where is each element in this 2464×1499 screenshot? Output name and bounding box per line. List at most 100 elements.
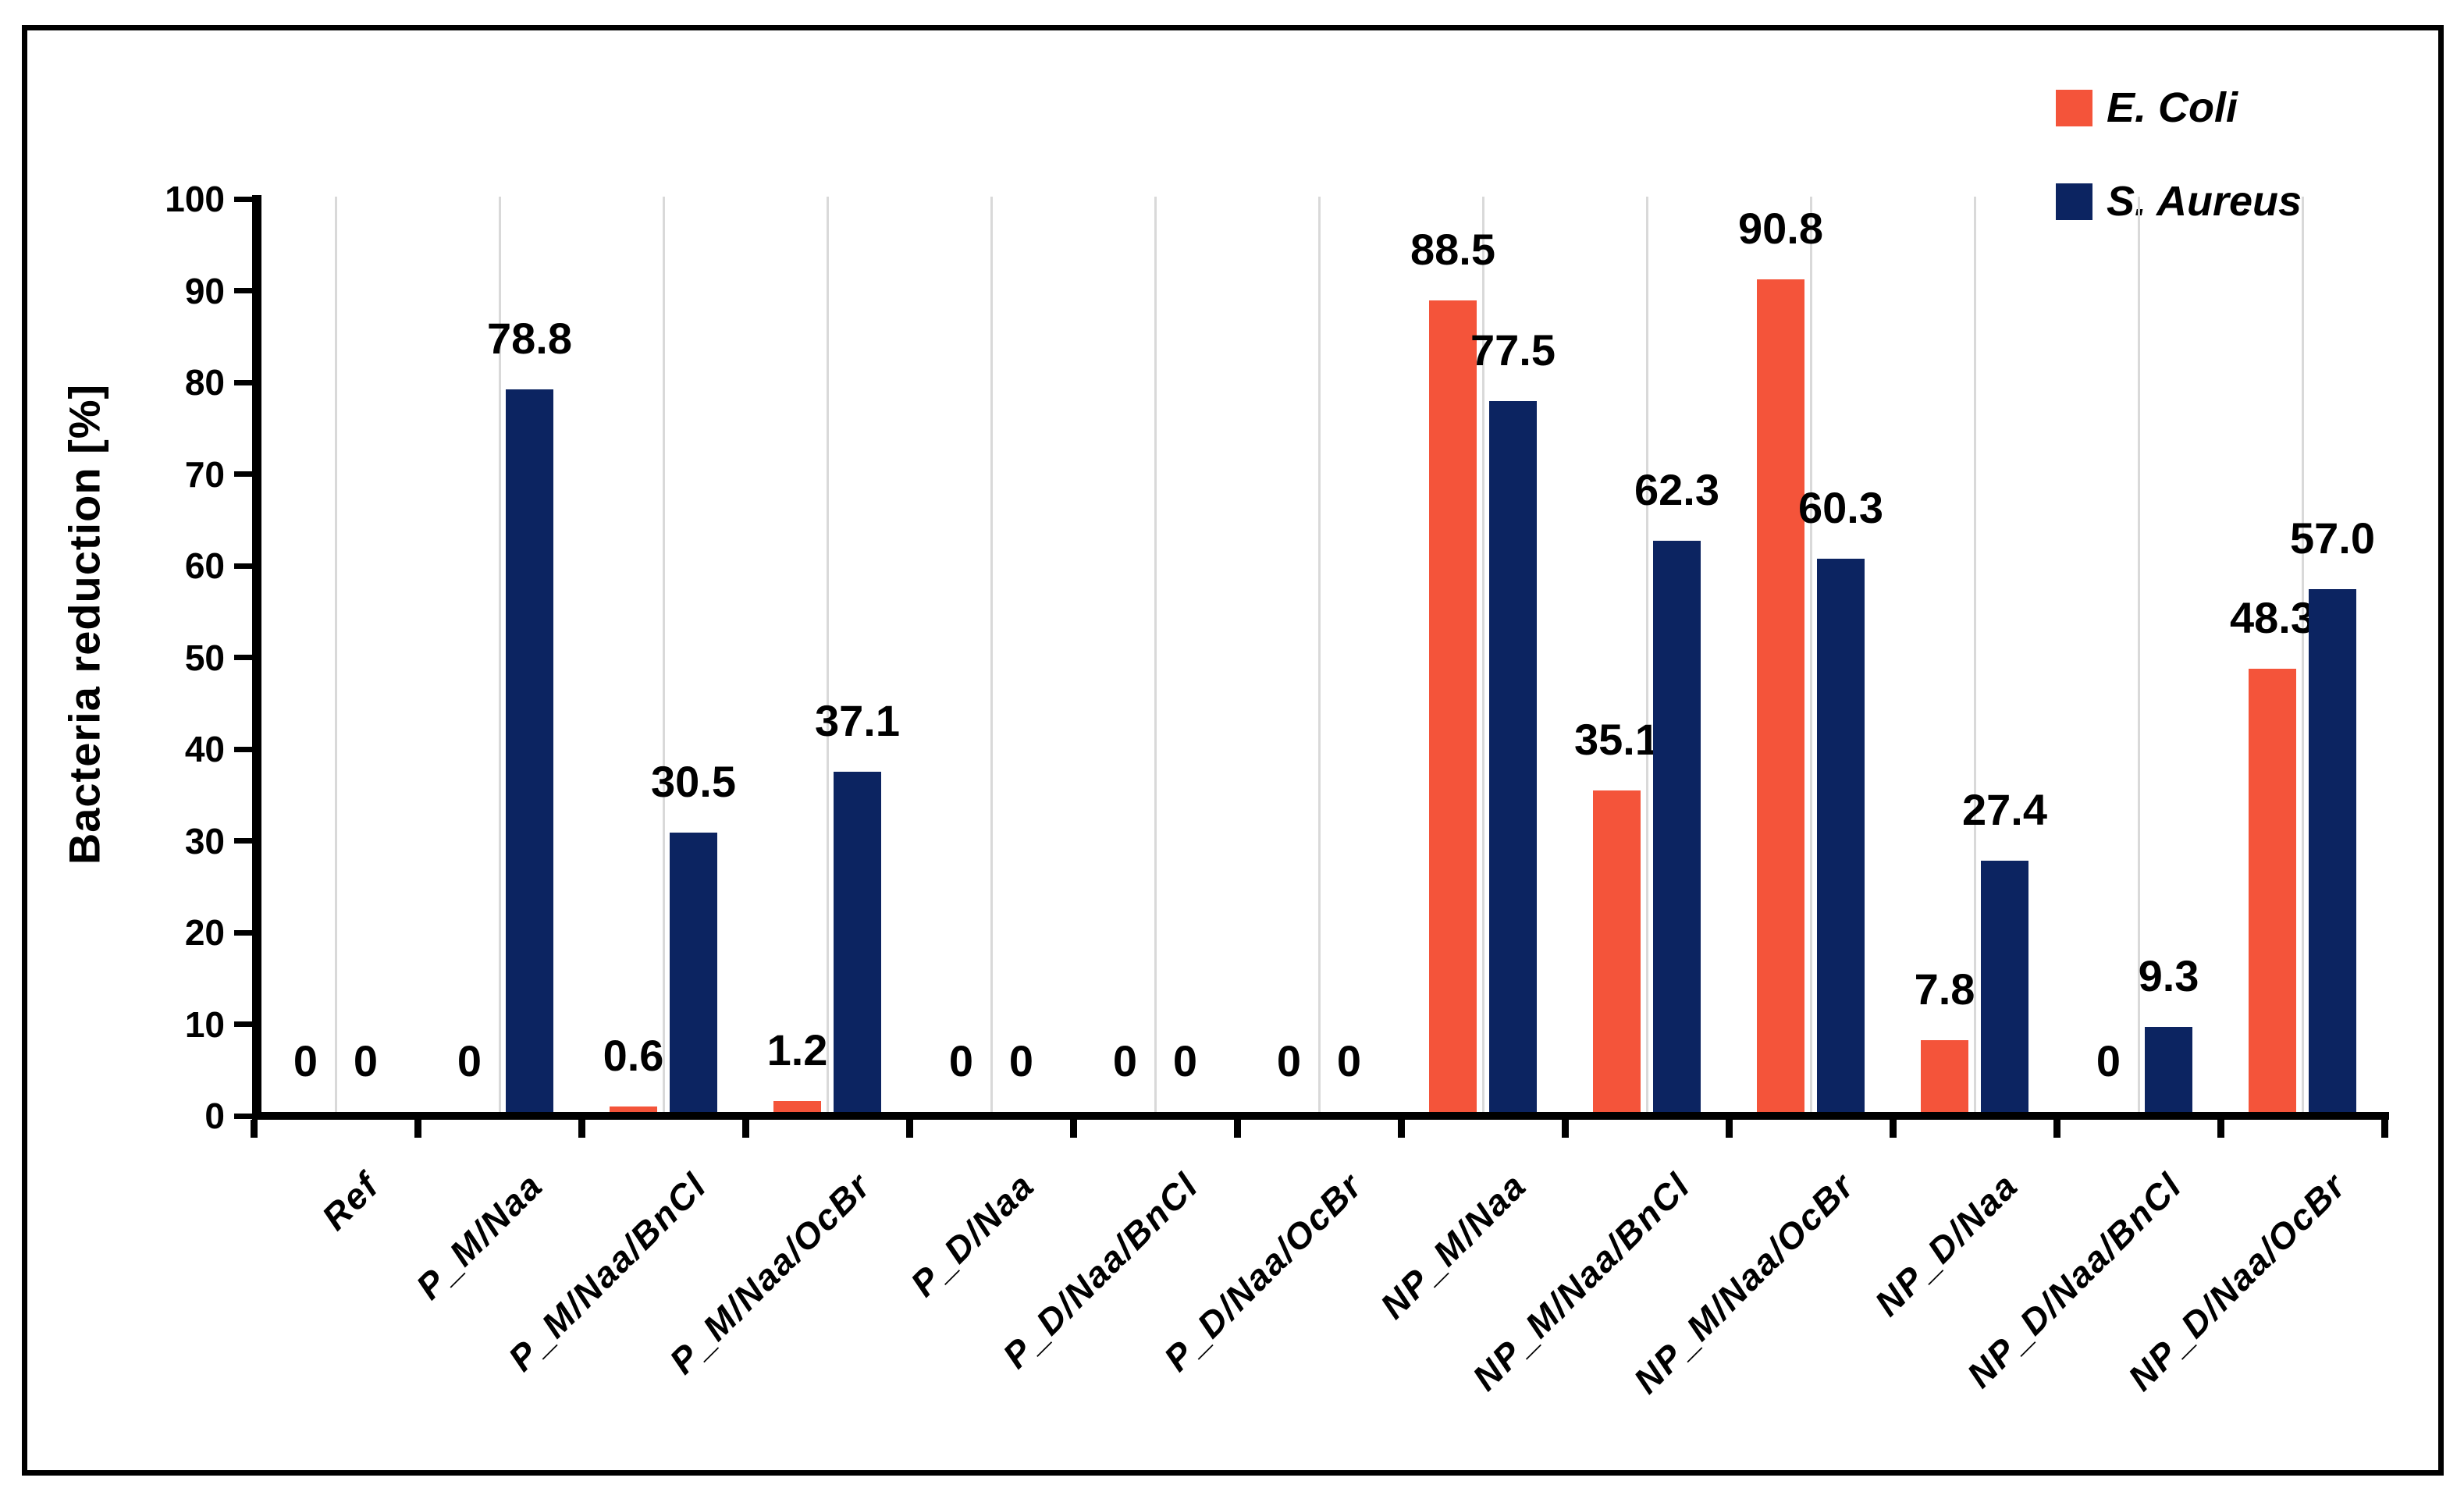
gridline: [499, 197, 501, 1112]
gridline: [335, 197, 337, 1112]
x-category-label: Ref: [314, 1164, 387, 1238]
bar-value-label: 88.5: [1410, 225, 1495, 274]
y-axis-tick-label: 100: [165, 179, 225, 219]
x-axis-tick: [1890, 1120, 1897, 1138]
bar-saureus: [2145, 1027, 2192, 1112]
bar-value-label: 0: [1008, 1036, 1034, 1085]
bar-value-label: 30.5: [651, 757, 736, 806]
bar-value-label: 35.1: [1574, 715, 1659, 764]
y-axis-tick: [234, 929, 253, 936]
x-axis-tick: [2217, 1120, 2224, 1138]
legend-label-saureus: S. Aureus: [2107, 178, 2302, 225]
bar-value-label: 7.8: [1914, 964, 1975, 1014]
y-axis-tick: [234, 746, 253, 752]
y-axis-tick-label: 60: [184, 545, 225, 586]
x-axis-tick: [578, 1120, 585, 1138]
y-axis-tick-label: 20: [184, 912, 225, 953]
y-axis-tick: [234, 471, 253, 477]
y-axis-line: [252, 195, 261, 1120]
gridline: [1318, 197, 1321, 1112]
y-axis-tick-label: 50: [184, 637, 225, 678]
x-category-label: P_D/Naa: [902, 1164, 1043, 1305]
x-axis-tick: [1562, 1120, 1569, 1138]
bar-ecoli: [773, 1101, 821, 1112]
bar-saureus: [1653, 541, 1701, 1112]
x-axis-tick: [414, 1120, 421, 1138]
bar-value-label: 0: [948, 1036, 974, 1085]
bar-saureus: [1981, 861, 2028, 1112]
bar-saureus: [2309, 589, 2356, 1112]
bar-value-label: 0: [2096, 1036, 2121, 1085]
x-axis-line: [252, 1112, 2389, 1120]
y-axis-tick: [234, 655, 253, 660]
gridline: [1482, 197, 1484, 1112]
bar-saureus: [834, 772, 881, 1112]
y-axis-tick: [234, 196, 253, 202]
x-axis-tick: [1726, 1120, 1733, 1138]
bar-value-label: 0.6: [603, 1031, 664, 1080]
x-category-label: NP_M/Naa: [1372, 1164, 1534, 1327]
gridline: [2138, 197, 2140, 1112]
bar-ecoli: [1757, 279, 1804, 1112]
bar-value-label: 57.0: [2290, 513, 2375, 563]
y-axis-tick: [234, 1113, 253, 1119]
y-axis-tick: [234, 1021, 253, 1027]
y-axis-tick-label: 80: [184, 362, 225, 403]
y-axis-tick: [234, 563, 253, 569]
bar-value-label: 78.8: [487, 314, 572, 363]
x-axis-tick: [2053, 1120, 2060, 1138]
legend-item-saureus: S. Aureus: [2056, 178, 2302, 225]
bar-value-label: 0: [1336, 1036, 1362, 1085]
bar-value-label: 0: [293, 1036, 318, 1085]
gridline: [2302, 197, 2304, 1112]
bar-saureus: [1817, 559, 1865, 1112]
bar-value-label: 27.4: [1962, 785, 2047, 834]
x-category-label: P_M/Naa: [408, 1164, 551, 1307]
bar-ecoli: [1593, 790, 1641, 1112]
x-axis-tick: [2381, 1120, 2388, 1138]
bar-value-label: 0: [1112, 1036, 1138, 1085]
legend-swatch-ecoli: [2056, 89, 2092, 126]
bar-value-label: 0: [1276, 1036, 1302, 1085]
gridline: [1810, 197, 1812, 1112]
y-axis-tick: [234, 838, 253, 844]
bar-saureus: [506, 389, 553, 1112]
y-axis-tick-label: 90: [184, 270, 225, 311]
bar-value-label: 1.2: [766, 1025, 828, 1075]
x-axis-tick: [1234, 1120, 1241, 1138]
x-axis-tick: [1070, 1120, 1077, 1138]
bar-ecoli: [1429, 300, 1477, 1112]
y-axis-tick-label: 10: [184, 1003, 225, 1045]
bar-value-label: 0: [1172, 1036, 1198, 1085]
bar-value-label: 90.8: [1738, 204, 1823, 253]
gridline: [990, 197, 993, 1112]
gridline: [827, 197, 829, 1112]
gridline: [663, 197, 665, 1112]
bar-value-label: 60.3: [1798, 483, 1883, 532]
bar-ecoli: [1921, 1040, 1968, 1112]
bar-value-label: 0: [353, 1036, 379, 1085]
bar-value-label: 37.1: [815, 696, 900, 745]
legend: E. Coli S. Aureus: [2056, 84, 2302, 225]
gridline: [1974, 197, 1976, 1112]
bar-value-label: 77.5: [1470, 325, 1556, 375]
gridline: [1154, 197, 1157, 1112]
gridline: [1646, 197, 1648, 1112]
bar-value-label: 62.3: [1634, 465, 1719, 514]
y-axis-tick-label: 0: [204, 1096, 225, 1136]
bar-ecoli: [610, 1106, 657, 1112]
bar-saureus: [670, 833, 717, 1112]
x-axis-tick: [251, 1120, 258, 1138]
legend-label-ecoli: E. Coli: [2107, 84, 2238, 131]
legend-item-ecoli: E. Coli: [2056, 84, 2302, 131]
y-axis-tick-label: 40: [184, 729, 225, 769]
x-axis-tick: [1398, 1120, 1405, 1138]
x-axis-tick: [906, 1120, 913, 1138]
bar-saureus: [1489, 401, 1537, 1112]
y-axis-tick: [234, 288, 253, 293]
y-axis-tick: [234, 379, 253, 385]
bar-value-label: 48.3: [2230, 593, 2315, 642]
x-axis-tick: [742, 1120, 749, 1138]
y-axis-tick-label: 70: [184, 453, 225, 495]
